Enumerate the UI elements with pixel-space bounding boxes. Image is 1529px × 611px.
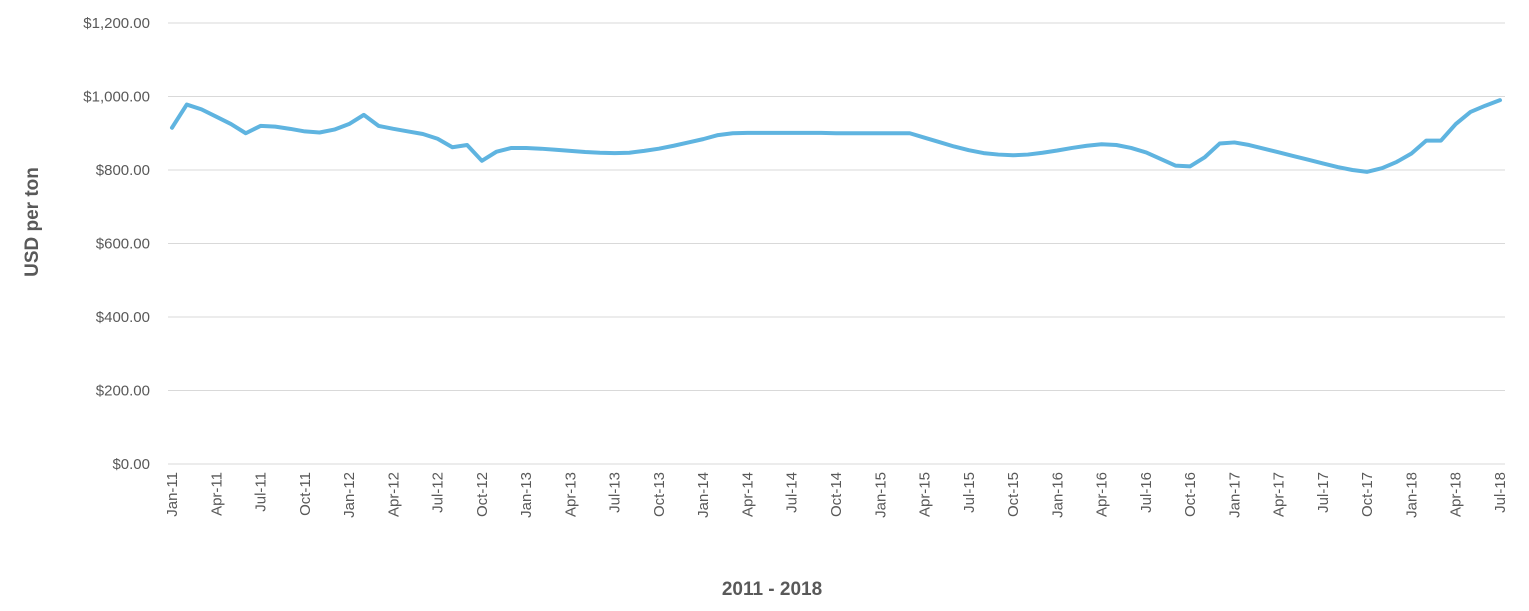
x-tick-label: Jul-12 — [430, 472, 447, 513]
x-tick-label: Apr-11 — [208, 472, 225, 516]
x-tick-label: Apr-14 — [739, 472, 756, 517]
x-tick-label: Jul-11 — [253, 472, 270, 512]
y-tick-label: $0.00 — [112, 456, 150, 473]
x-tick-label: Jan-15 — [872, 472, 889, 518]
x-tick-label: Oct-12 — [474, 472, 491, 517]
x-tick-label: Jul-17 — [1315, 472, 1332, 513]
x-tick-label: Oct-14 — [828, 472, 845, 517]
x-tick-label: Oct-13 — [651, 472, 668, 517]
y-tick-label: $400.00 — [96, 309, 150, 326]
y-tick-label: $1,200.00 — [83, 15, 150, 32]
x-axis-label: 2011 - 2018 — [722, 579, 822, 600]
y-tick-label: $600.00 — [96, 236, 150, 253]
x-tick-label: Jan-11 — [164, 472, 181, 517]
x-tick-label: Jul-15 — [961, 472, 978, 513]
x-tick-label: Oct-17 — [1359, 472, 1376, 517]
x-tick-label: Oct-11 — [297, 472, 314, 516]
y-tick-label: $1,000.00 — [83, 89, 150, 106]
x-tick-label: Apr-16 — [1094, 472, 1111, 517]
x-tick-label: Jul-16 — [1138, 472, 1155, 513]
x-tick-label: Jan-14 — [695, 472, 712, 518]
x-tick-label: Jul-13 — [607, 472, 624, 513]
x-tick-label: Apr-13 — [562, 472, 579, 517]
x-tick-label: Jan-17 — [1226, 472, 1243, 518]
x-tick-label: Apr-17 — [1271, 472, 1288, 517]
data-line — [170, 98, 1502, 174]
x-tick-label: Apr-12 — [385, 472, 402, 517]
x-tick-label: Jan-16 — [1049, 472, 1066, 518]
x-tick-label: Apr-15 — [917, 472, 934, 517]
y-tick-label: $200.00 — [96, 383, 150, 400]
x-tick-label: Jan-13 — [518, 472, 535, 518]
x-tick-label: Jul-14 — [784, 472, 801, 513]
x-tick-label: Jan-18 — [1403, 472, 1420, 518]
x-tick-label: Apr-18 — [1448, 472, 1465, 517]
x-tick-label: Jul-18 — [1492, 472, 1509, 513]
x-tick-label: Oct-15 — [1005, 472, 1022, 517]
y-axis-label: USD per ton — [22, 167, 43, 277]
x-tick-label: Oct-16 — [1182, 472, 1199, 517]
x-tick-label: Jan-12 — [341, 472, 358, 518]
y-tick-label: $800.00 — [96, 162, 150, 179]
